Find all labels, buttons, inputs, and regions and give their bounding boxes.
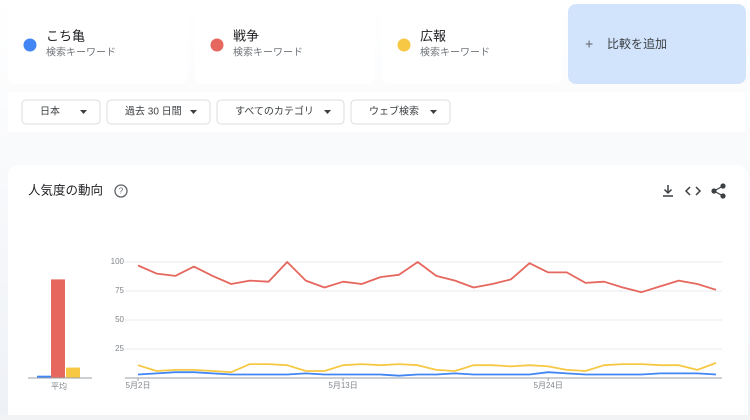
- average-bar: [37, 375, 51, 378]
- bar-category-label: 平均: [51, 381, 67, 391]
- share-icon[interactable]: [711, 183, 726, 199]
- trend-line: [137, 261, 717, 294]
- add-compare-card[interactable]: [568, 4, 746, 84]
- term-card[interactable]: [195, 4, 375, 84]
- filter-button[interactable]: [216, 99, 345, 125]
- embed-icon[interactable]: [684, 186, 702, 196]
- dropdown-arrow: [80, 110, 87, 114]
- term-card[interactable]: [382, 4, 562, 84]
- filter-label: ウェブ検索: [369, 105, 419, 118]
- help-icon[interactable]: [114, 184, 128, 198]
- dropdown-arrow: [324, 110, 331, 114]
- x-tick-label: 5月13日: [328, 381, 357, 390]
- term-card[interactable]: [8, 4, 188, 84]
- x-tick-label: 5月2日: [126, 381, 151, 390]
- term-dot: [23, 38, 37, 52]
- filter-label: 過去 30 日間: [125, 106, 182, 118]
- trend-card: [8, 165, 748, 420]
- term-name: 戦争: [233, 28, 259, 43]
- plus-icon: +: [585, 36, 593, 52]
- y-tick-label: 100: [111, 257, 125, 266]
- download-icon[interactable]: [663, 185, 673, 197]
- term-subtitle: 検索キーワード: [233, 46, 303, 59]
- term-subtitle: 検索キーワード: [420, 46, 490, 59]
- trend-title: 人気度の動向: [28, 182, 103, 197]
- term-name: こち亀: [46, 28, 85, 43]
- filter-label: すべてのカテゴリ: [235, 105, 314, 118]
- trend-line: [137, 362, 717, 374]
- plot: 平均 25 50 75 100 5月2日 5月13日 5月24日: [28, 257, 722, 391]
- term-dot: [210, 38, 224, 52]
- term-dot: [397, 38, 411, 52]
- average-bar: [66, 367, 80, 378]
- filter-button[interactable]: [350, 99, 451, 125]
- trend-line: [137, 371, 717, 377]
- filter-button[interactable]: [106, 99, 211, 125]
- y-tick-label: 50: [115, 315, 124, 324]
- average-bar: [51, 279, 65, 378]
- add-compare-label: 比較を追加: [607, 36, 667, 51]
- dropdown-arrow: [190, 110, 197, 114]
- filter-button[interactable]: [21, 99, 101, 125]
- filters: 日本 過去 30 日間 すべてのカテゴリ ウェブ検索: [21, 99, 451, 125]
- filter-label: 日本: [40, 105, 60, 118]
- dropdown-arrow: [430, 110, 437, 114]
- term-subtitle: 検索キーワード: [46, 46, 116, 59]
- y-tick-label: 75: [115, 286, 124, 295]
- y-tick-label: 25: [115, 344, 124, 353]
- help-icon-glyph: ?: [119, 187, 124, 196]
- term-name: 広報: [420, 28, 446, 43]
- x-tick-label: 5月24日: [534, 381, 563, 390]
